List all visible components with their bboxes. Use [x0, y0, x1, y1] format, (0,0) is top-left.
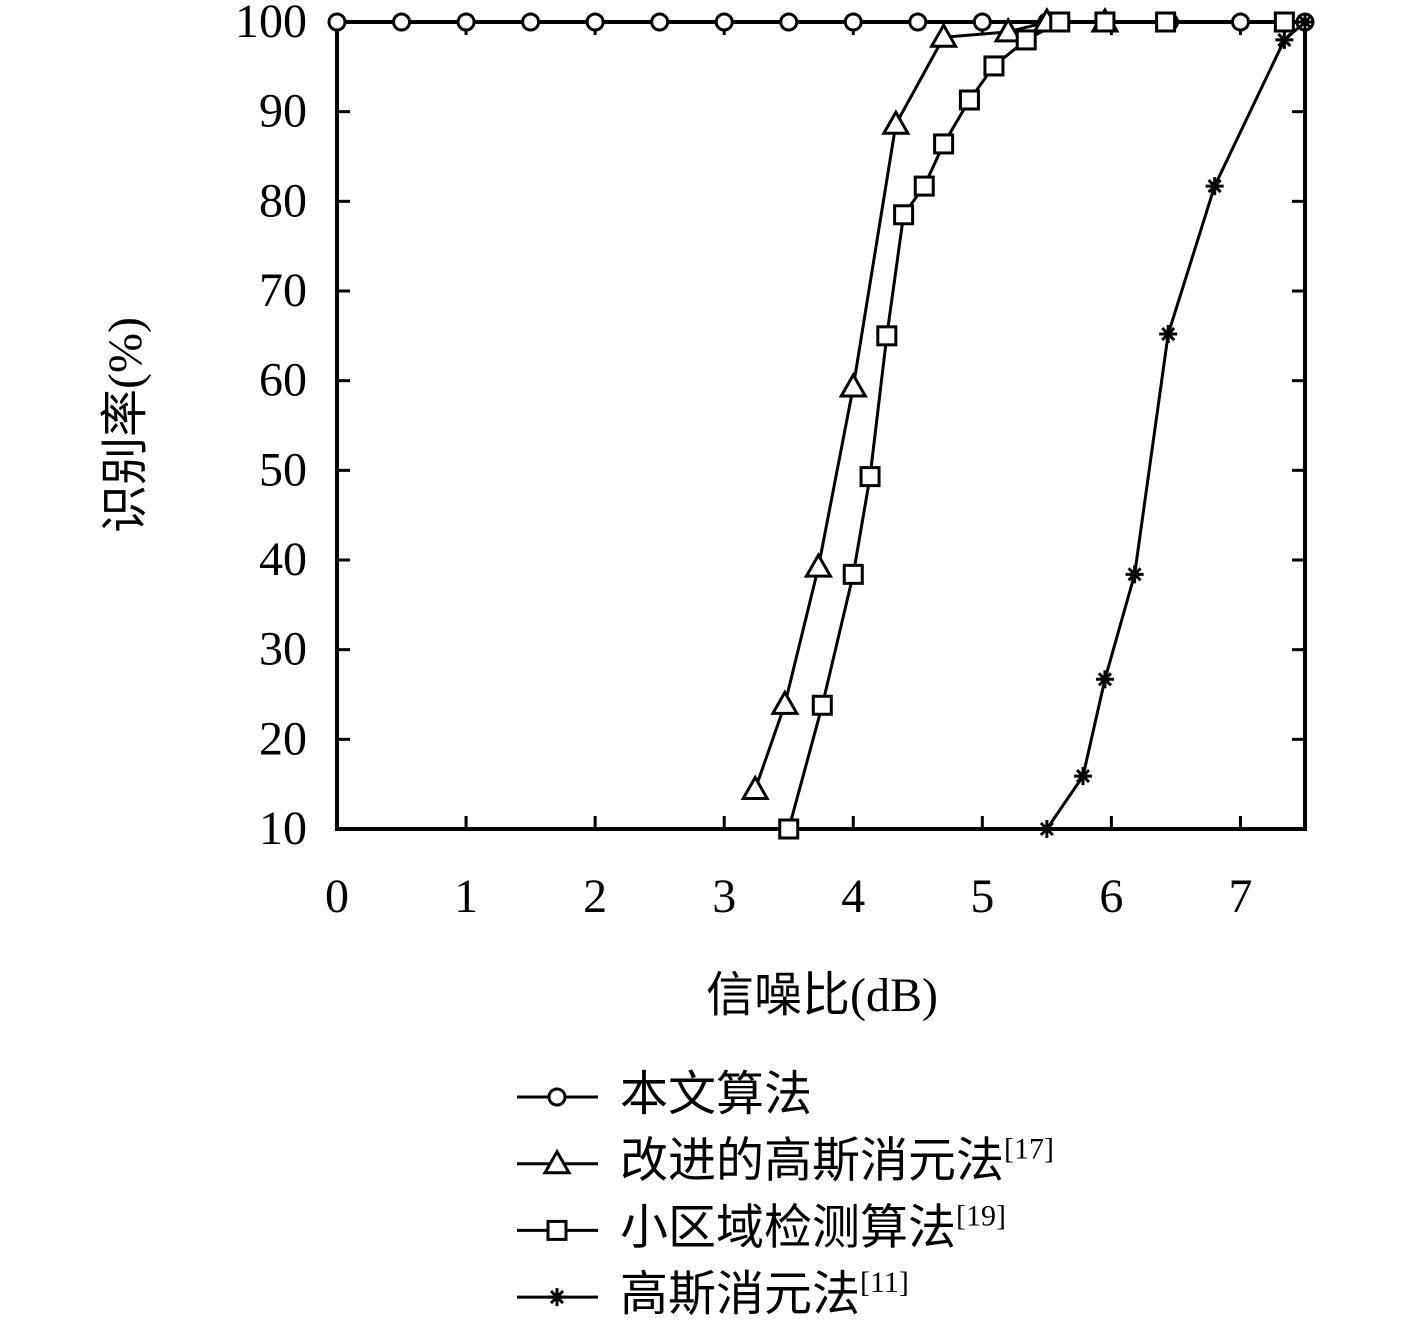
marker [811, 694, 833, 716]
x-tick-label: 1 [454, 870, 478, 923]
marker [1159, 325, 1178, 344]
legend-marker [547, 1087, 567, 1107]
legend-label: 高斯消元法[11] [620, 1266, 909, 1321]
marker [1094, 11, 1116, 33]
y-tick-label: 80 [259, 174, 307, 227]
marker [1015, 29, 1037, 51]
marker [881, 109, 911, 135]
x-tick-label: 5 [970, 870, 994, 923]
legend-label: 小区域检测算法[19] [620, 1199, 1006, 1254]
series-line [1045, 20, 1306, 830]
y-tick-label: 60 [259, 354, 307, 407]
y-tick-label: 40 [259, 533, 307, 586]
series-line [787, 20, 1285, 830]
legend-marker [548, 1288, 566, 1307]
marker [843, 12, 863, 32]
x-tick-label: 4 [841, 870, 865, 923]
marker [908, 12, 928, 32]
marker [1037, 820, 1056, 838]
legend-marker [546, 1219, 568, 1241]
x-tick-label: 3 [712, 870, 736, 923]
marker [1095, 670, 1114, 689]
y-tick-label: 100 [235, 0, 307, 48]
marker [1205, 177, 1224, 196]
marker [1155, 11, 1177, 33]
marker [1273, 11, 1295, 33]
marker [972, 12, 992, 32]
y-tick-label: 50 [259, 443, 307, 496]
marker [893, 204, 915, 226]
marker [983, 55, 1005, 77]
y-tick-label: 30 [259, 623, 307, 676]
marker [929, 22, 959, 48]
y-tick-label: 90 [259, 85, 307, 138]
marker [859, 466, 881, 488]
marker [842, 563, 864, 585]
legend-marker [542, 1148, 572, 1175]
marker [778, 818, 800, 840]
marker [770, 689, 800, 715]
y-axis-label: 识别率(%) [99, 317, 152, 533]
marker [714, 12, 734, 32]
marker [803, 552, 834, 578]
legend-label: 改进的高斯消元法[17] [620, 1133, 1054, 1188]
marker [838, 371, 868, 398]
marker [740, 774, 770, 801]
marker [650, 12, 670, 32]
marker [1230, 12, 1250, 32]
marker [585, 12, 605, 32]
x-tick-label: 7 [1228, 870, 1252, 923]
marker [521, 12, 541, 32]
x-tick-label: 6 [1099, 870, 1123, 923]
marker [392, 12, 412, 32]
y-tick-label: 10 [259, 802, 307, 855]
x-tick-label: 0 [325, 870, 349, 923]
y-tick-label: 70 [259, 264, 307, 317]
legend-label: 本文算法 [620, 1068, 812, 1121]
marker [913, 175, 935, 197]
marker [456, 12, 476, 32]
marker [958, 89, 980, 111]
marker [1074, 767, 1093, 786]
marker [1049, 11, 1071, 33]
marker [1296, 13, 1314, 31]
marker [993, 16, 1023, 43]
marker [1125, 565, 1144, 584]
y-tick-label: 20 [259, 712, 307, 765]
x-axis-label: 信噪比(dB) [706, 969, 938, 1022]
marker [876, 325, 898, 347]
marker [779, 12, 799, 32]
marker [1275, 30, 1294, 49]
marker [933, 133, 955, 155]
marker [327, 12, 347, 32]
series-line [753, 20, 1105, 791]
x-tick-label: 2 [583, 870, 607, 923]
